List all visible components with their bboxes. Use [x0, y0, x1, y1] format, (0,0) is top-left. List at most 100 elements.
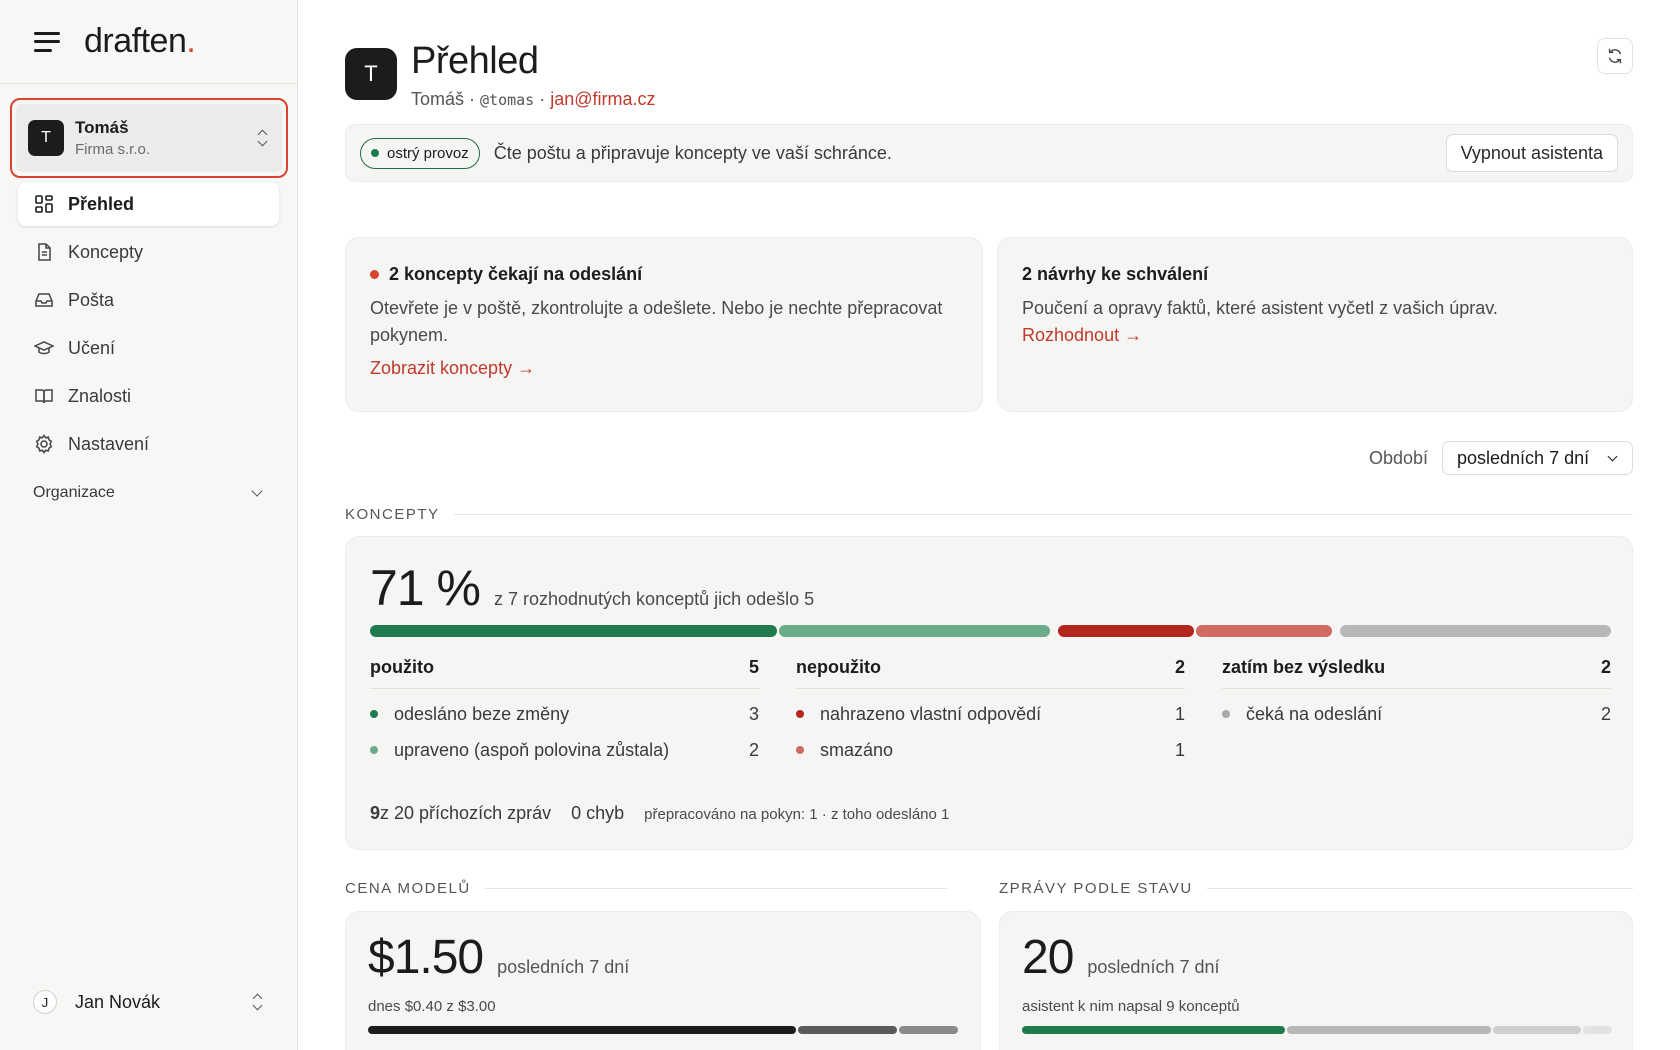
outcome-column: nepoužito 2 nahrazeno vlastní odpovědí 1 sma… — [796, 657, 1185, 761]
drafts-pending-body: Otevřete je v poště, zkontrolujte a odeš… — [370, 298, 943, 345]
status-banner: ostrý provoz Čte poštu a připravuje konc… — [345, 124, 1633, 182]
drafts-pending-card: 2 koncepty čekají na odeslání Otevřete j… — [345, 237, 983, 412]
drafts-success-rate: 71 % — [370, 560, 481, 616]
inbox-icon — [34, 290, 54, 310]
outcome-row: odesláno beze změny 3 — [370, 703, 759, 725]
separator: · — [464, 89, 481, 109]
graduation-cap-icon — [34, 338, 54, 358]
legend-dot — [1222, 710, 1230, 718]
bar-segment — [779, 625, 1051, 637]
cost-today: dnes $0.40 z $3.00 — [368, 998, 496, 1015]
section-title-koncepty: KONCEPTY — [345, 506, 1633, 523]
user-menu[interactable]: J Jan Novák — [33, 990, 265, 1014]
period-select[interactable]: posledních 7 dní — [1442, 441, 1633, 475]
outcome-row: smazáno 1 — [796, 739, 1185, 761]
outcome-title: zatím bez výsledku — [1222, 657, 1386, 677]
profile-handle: @tomas — [480, 91, 535, 109]
sidebar-item-label: Nastavení — [68, 433, 150, 454]
account-switcher[interactable]: T Tomáš Firma s.r.o. — [16, 104, 282, 172]
cost-period: posledních 7 dní — [497, 957, 630, 977]
bar-segment — [1022, 1026, 1285, 1034]
sidebar-item-znalosti[interactable]: Znalosti — [18, 374, 279, 418]
sidebar-nav: Přehled Koncepty Pošta Učení Znalosti — [18, 182, 279, 470]
bar-segment — [370, 625, 777, 637]
main-content: T Přehled Tomáš · @tomas · jan@firma.cz … — [345, 0, 1633, 1050]
legend-dot — [796, 710, 804, 718]
organization-label: Organizace — [33, 484, 115, 501]
chevron-up-down-icon — [251, 992, 265, 1012]
drafts-stats-card: 71 % z 7 rozhodnutých konceptů jich odeš… — [345, 536, 1633, 850]
outcome-row: čeká na odeslání 2 — [1222, 703, 1611, 725]
status-badge-label: ostrý provoz — [387, 144, 469, 162]
organization-section-toggle[interactable]: Organizace — [33, 484, 265, 502]
page-title: Přehled — [411, 40, 539, 82]
account-company: Firma s.r.o. — [75, 141, 151, 158]
bar-segment — [1493, 1026, 1581, 1034]
outcome-row: upraveno (aspoň polovina zůstala) 2 — [370, 739, 759, 761]
sidebar-item-koncepty[interactable]: Koncepty — [18, 230, 279, 274]
menu-icon[interactable] — [34, 31, 60, 52]
sidebar-item-label: Znalosti — [68, 385, 132, 406]
outcome-row: nahrazeno vlastní odpovědí 1 — [796, 703, 1185, 725]
outcome-column: zatím bez výsledku 2 čeká na odeslání 2 — [1222, 657, 1611, 761]
outcome-row-label: smazáno — [820, 739, 894, 760]
status-badge: ostrý provoz — [360, 137, 480, 169]
sidebar-item-prehled[interactable]: Přehled — [18, 182, 279, 226]
outcome-row-value: 1 — [1174, 703, 1185, 724]
outcome-total: 2 — [1174, 657, 1185, 677]
bar-segment — [1339, 625, 1611, 637]
sidebar-item-posta[interactable]: Pošta — [18, 278, 279, 322]
messages-period: posledních 7 dní — [1087, 957, 1220, 977]
decide-link[interactable]: Rozhodnout → — [1022, 325, 1143, 345]
refresh-button[interactable] — [1597, 38, 1633, 74]
outcome-row-value: 3 — [748, 703, 759, 724]
proposals-title: 2 návrhy ke schválení — [1022, 264, 1209, 284]
logo[interactable]: draften. — [84, 22, 196, 60]
banner-text: Čte poštu a připravuje koncepty ve vaší … — [493, 142, 892, 163]
user-name: Jan Novák — [75, 991, 161, 1012]
page-header: T Přehled Tomáš · @tomas · jan@firma.cz — [345, 40, 656, 110]
outcome-row-label: nahrazeno vlastní odpovědí — [820, 703, 1042, 724]
legend-dot — [370, 710, 378, 718]
account-switcher-highlight: T Tomáš Firma s.r.o. — [10, 98, 288, 178]
legend-dot — [370, 746, 378, 754]
profile-avatar: T — [345, 48, 397, 100]
messages-status-bar — [1022, 1026, 1612, 1034]
period-filter: Období posledních 7 dní — [1369, 441, 1633, 475]
legend-dot — [796, 746, 804, 754]
outcome-row-label: odesláno beze změny — [394, 703, 570, 724]
outcome-title: použito — [370, 657, 434, 677]
period-select-value: posledních 7 dní — [1457, 447, 1590, 468]
incoming-count: 9 — [370, 803, 381, 823]
chevron-up-down-icon — [256, 128, 270, 148]
disable-assistant-button[interactable]: Vypnout asistenta — [1445, 134, 1618, 172]
sidebar-item-uceni[interactable]: Učení — [18, 326, 279, 370]
proposals-card: 2 návrhy ke schválení Poučení a opravy f… — [997, 237, 1633, 412]
profile-name: Tomáš — [411, 89, 465, 109]
show-drafts-link[interactable]: Zobrazit koncepty → — [370, 358, 536, 378]
incoming-count-rest: z 20 příchozích zpráv — [380, 803, 552, 823]
outcome-row-label: upraveno (aspoň polovina zůstala) — [394, 739, 670, 760]
drafts-footer: 9 z 20 příchozích zpráv 0 chyb přepracov… — [370, 803, 949, 824]
messages-count: 20 — [1022, 931, 1074, 984]
profile-email[interactable]: jan@firma.cz — [550, 89, 656, 109]
drafts-success-desc: z 7 rozhodnutých konceptů jich odešlo 5 — [493, 589, 815, 609]
cost-card: $1.50 posledních 7 dní dnes $0.40 z $3.0… — [345, 911, 981, 1050]
bar-segment — [1286, 1026, 1492, 1034]
sidebar: draften. T Tomáš Firma s.r.o. Přehled Ko… — [0, 0, 298, 1050]
outcome-column: použito 5 odesláno beze změny 3 upraveno (as… — [370, 657, 759, 761]
chevron-down-icon — [251, 485, 263, 497]
bar-segment — [368, 1026, 796, 1034]
cost-budget-bar — [368, 1026, 958, 1034]
sidebar-item-nastaveni[interactable]: Nastavení — [18, 422, 279, 466]
profile-subtitle: Tomáš · @tomas · jan@firma.cz — [411, 89, 656, 110]
section-title-cost: CENA MODELŮ — [345, 880, 947, 897]
outcome-column-header: zatím bez výsledku 2 — [1222, 657, 1611, 689]
bar-segment — [1058, 625, 1194, 637]
refresh-icon — [1608, 48, 1622, 64]
user-avatar: J — [33, 990, 57, 1014]
outcome-column-header: nepoužito 2 — [796, 657, 1185, 689]
drafts-outcome-bar — [370, 625, 1611, 637]
drafts-pending-title: 2 koncepty čekají na odeslání — [370, 264, 958, 285]
gear-icon — [34, 434, 54, 454]
